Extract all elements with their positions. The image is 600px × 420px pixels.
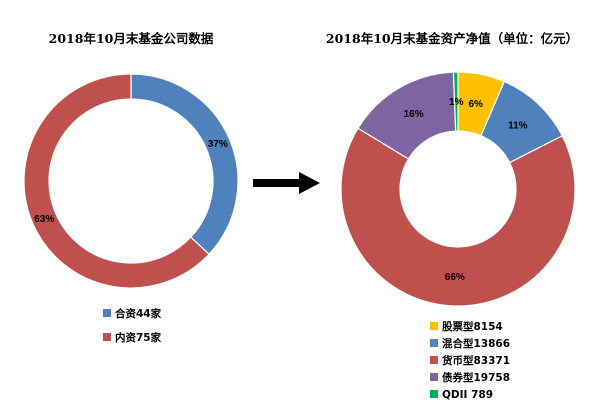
legend-swatch-left-2 <box>103 333 111 341</box>
chart-title-left: 2018年10月末基金公司数据 <box>49 31 214 46</box>
legend-label-right-3: 货币型83371 <box>441 354 510 367</box>
slice-label-right-1: 6% <box>468 99 483 110</box>
slice-label-right-4: 16% <box>404 109 424 120</box>
donut-slice-right-3 <box>340 127 576 307</box>
legend-label-right-4: 债券型19758 <box>442 371 510 384</box>
legend-label-right-5: QDII 789 <box>442 389 493 401</box>
legend-swatch-right-3 <box>430 356 438 364</box>
legend-right: 股票型8154 混合型13866 货币型83371 债券型19758 QDII 789 <box>430 320 510 401</box>
legend-swatch-right-2 <box>430 339 438 347</box>
slice-label-right-3: 66% <box>445 272 465 283</box>
slice-label-right-2: 11% <box>508 121 528 132</box>
legend-swatch-left-1 <box>103 309 111 317</box>
legend-swatch-right-5 <box>430 390 438 398</box>
slice-label-right-5: 1% <box>449 97 464 108</box>
legend-label-left-2: 内资75家 <box>115 331 162 344</box>
donut-chart-left: 37% 63% <box>23 73 239 289</box>
donut-slice-left-2 <box>23 73 210 289</box>
legend-label-right-2: 混合型13866 <box>442 337 510 350</box>
donut-chart-right: 6% 11% 66% 16% 1% <box>340 71 576 307</box>
donut-slice-right-5 <box>452 71 459 132</box>
legend-swatch-right-1 <box>430 322 438 330</box>
donut-slice-left-1 <box>130 73 239 256</box>
slice-label-left-2: 63% <box>34 214 54 225</box>
legend-label-right-1: 股票型8154 <box>442 320 503 333</box>
legend-swatch-right-4 <box>430 373 438 381</box>
right-arrow-icon <box>253 172 320 194</box>
chart-title-right: 2018年10月末基金资产净值（单位：亿元） <box>326 31 578 46</box>
slice-label-left-1: 37% <box>208 139 228 150</box>
legend-label-left-1: 合资44家 <box>114 307 162 320</box>
